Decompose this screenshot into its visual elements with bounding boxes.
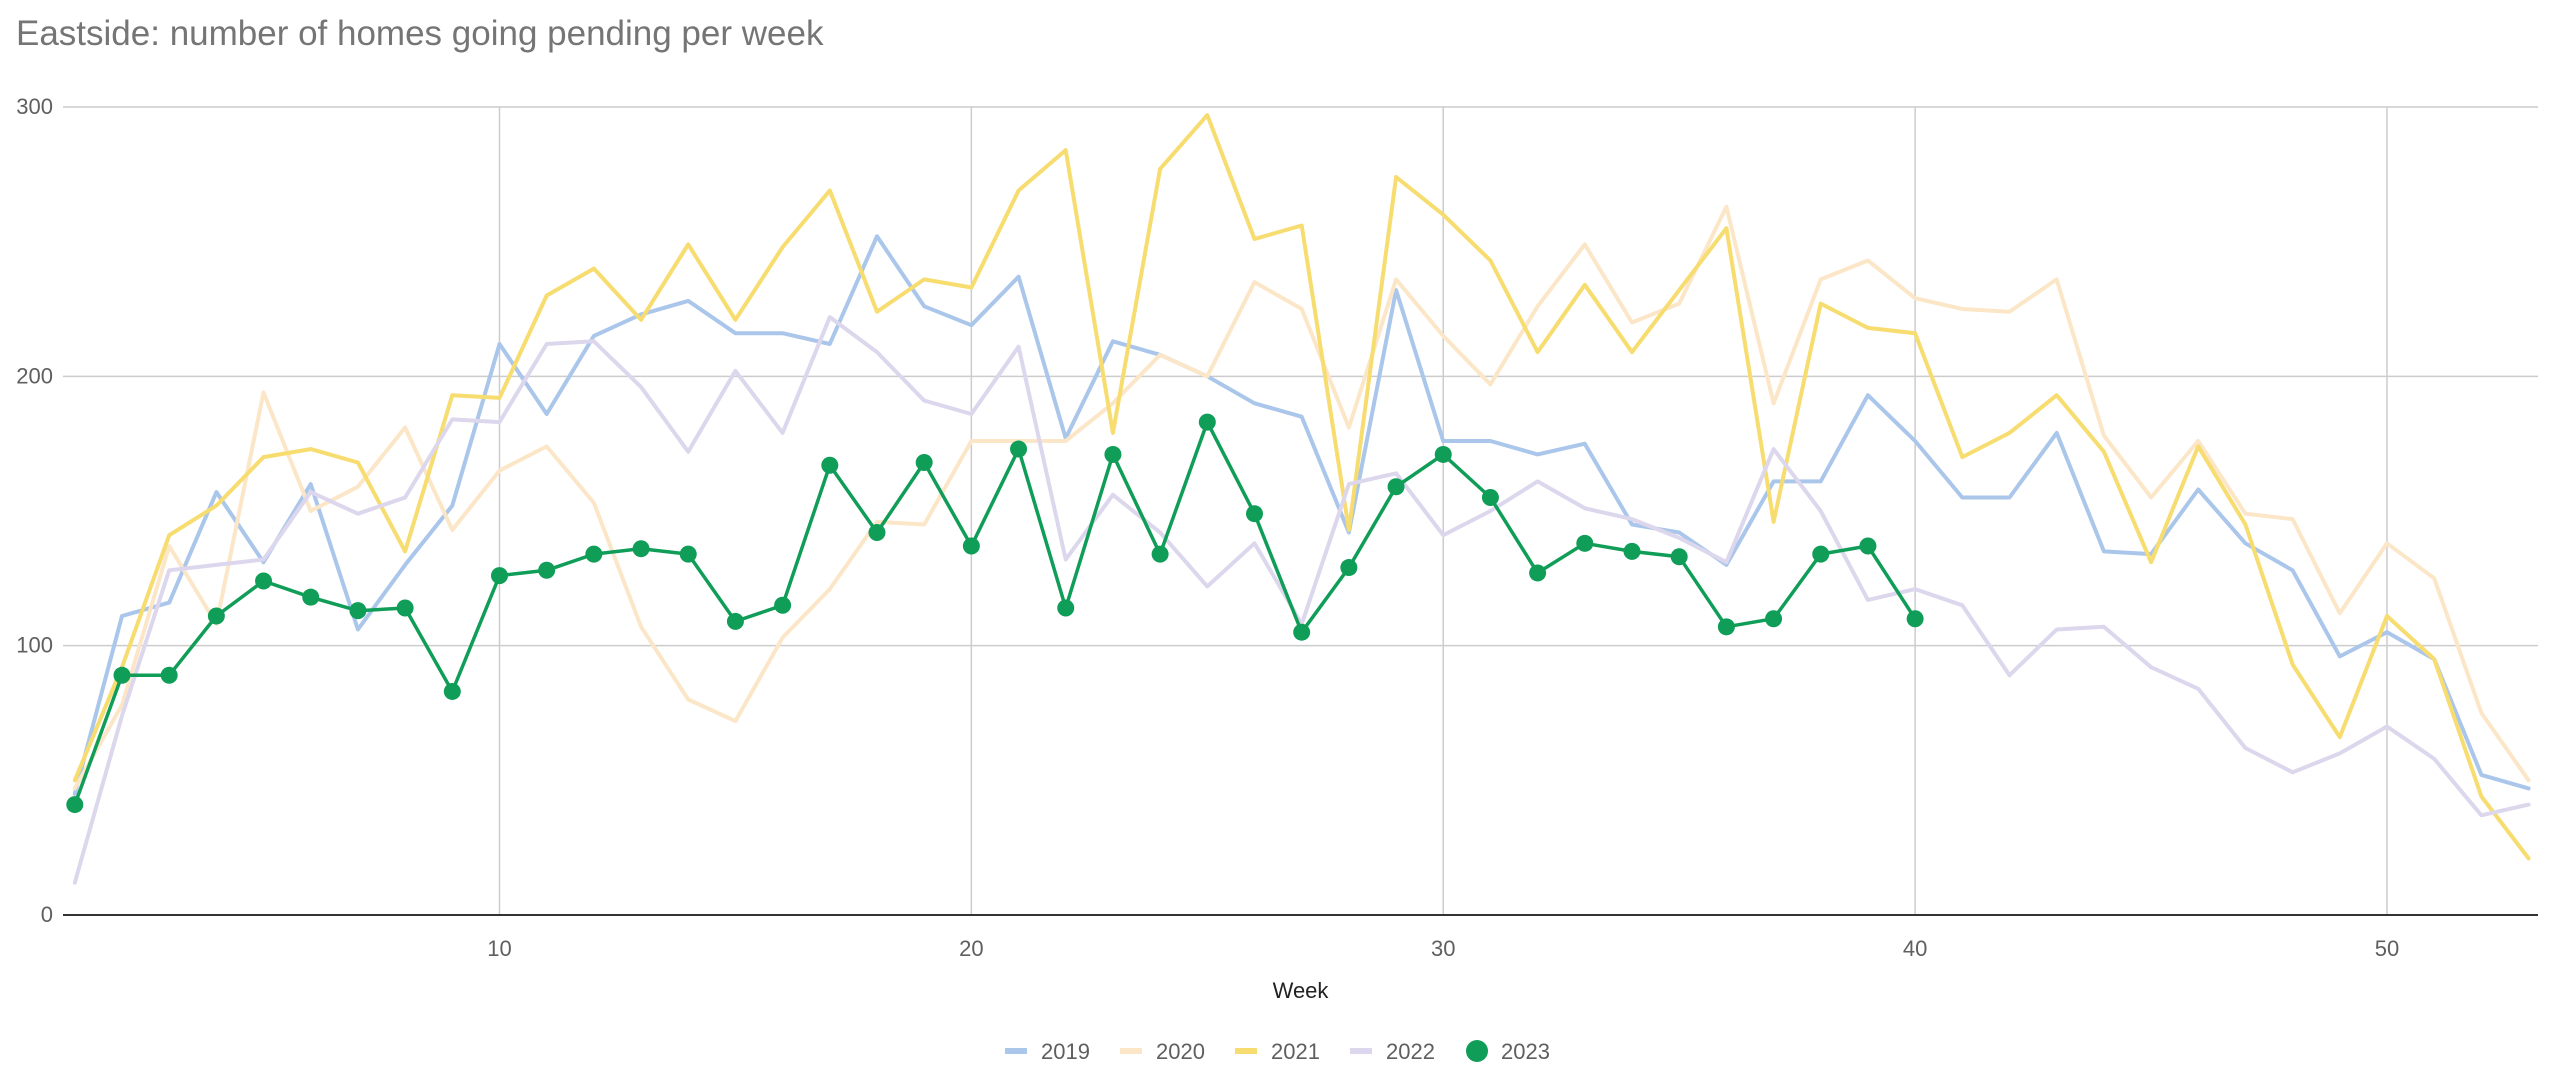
- point-2023-week-1: [66, 796, 84, 814]
- chart-title: Eastside: number of homes going pending …: [16, 14, 824, 53]
- legend-item-2020: 2020: [1120, 1039, 1205, 1064]
- x-tick-label-30: 30: [1431, 936, 1455, 961]
- point-2023-week-24: [1151, 545, 1169, 563]
- point-2023-week-5: [255, 572, 273, 590]
- point-2023-week-36: [1717, 618, 1735, 636]
- legend: 2019 2020 2021 2022 2023: [1005, 1039, 1550, 1064]
- legend-label-2019: 2019: [1041, 1039, 1090, 1064]
- point-2023-week-25: [1198, 413, 1216, 431]
- point-2023-week-10: [490, 567, 508, 585]
- point-2023-week-30: [1434, 445, 1452, 463]
- legend-label-2021: 2021: [1271, 1039, 1320, 1064]
- series-2020: [72, 204, 2531, 791]
- legend-label-2020: 2020: [1156, 1039, 1205, 1064]
- y-tick-label-0: 0: [41, 902, 53, 927]
- point-2023-week-21: [1010, 440, 1028, 458]
- legend-item-2019: 2019: [1005, 1039, 1090, 1064]
- point-2023-week-19: [915, 454, 933, 472]
- x-tick-label-50: 50: [2375, 936, 2399, 961]
- point-2023-week-33: [1576, 534, 1594, 552]
- point-2023-week-3: [160, 666, 178, 684]
- point-2023-week-20: [962, 537, 980, 555]
- point-2023-week-37: [1765, 610, 1783, 628]
- point-2023-week-6: [302, 588, 320, 606]
- point-2023-week-31: [1481, 489, 1499, 507]
- point-2023-week-8: [396, 599, 414, 617]
- point-2023-week-18: [868, 524, 886, 542]
- series-line-2023: [73, 420, 1917, 807]
- legend-label-2022: 2022: [1386, 1039, 1435, 1064]
- point-2023-week-2: [113, 666, 131, 684]
- y-tick-label-100: 100: [16, 633, 53, 658]
- series-2023: [66, 413, 1924, 814]
- series-2022: [72, 315, 2531, 885]
- point-2023-week-26: [1245, 505, 1263, 523]
- series-line-2020: [72, 204, 2531, 791]
- point-2023-week-28: [1340, 559, 1358, 577]
- point-2023-week-22: [1057, 599, 1075, 617]
- legend-label-2023: 2023: [1501, 1039, 1550, 1064]
- point-2023-week-38: [1812, 545, 1830, 563]
- point-2023-week-29: [1387, 478, 1405, 496]
- point-2023-week-34: [1623, 542, 1641, 560]
- point-2023-week-7: [349, 602, 367, 620]
- point-2023-week-9: [443, 682, 461, 700]
- point-2023-week-13: [632, 540, 650, 558]
- x-axis-title: Week: [1273, 978, 1330, 1003]
- point-2023-week-40: [1906, 610, 1924, 628]
- point-2023-week-15: [726, 612, 744, 630]
- legend-item-2022: 2022: [1350, 1039, 1435, 1064]
- point-2023-week-27: [1293, 623, 1311, 641]
- x-tick-label-20: 20: [959, 936, 983, 961]
- series-line-2021: [72, 113, 2531, 861]
- series-line-2022: [72, 315, 2531, 885]
- point-2023-week-23: [1104, 445, 1122, 463]
- point-2023-week-17: [821, 456, 839, 474]
- point-2023-week-35: [1670, 548, 1688, 566]
- legend-item-2023: 2023: [1466, 1039, 1550, 1064]
- point-2023-week-39: [1859, 537, 1877, 555]
- point-2023-week-14: [679, 545, 697, 563]
- series-2019: [72, 234, 2531, 796]
- legend-marker-2023: [1466, 1040, 1488, 1062]
- point-2023-week-11: [538, 561, 556, 579]
- point-2023-week-32: [1529, 564, 1547, 582]
- point-2023-week-16: [774, 596, 792, 614]
- series-2021: [72, 113, 2531, 861]
- point-2023-week-4: [207, 607, 225, 625]
- legend-item-2021: 2021: [1235, 1039, 1320, 1064]
- y-tick-label-300: 300: [16, 94, 53, 119]
- x-tick-label-10: 10: [487, 936, 511, 961]
- y-tick-label-200: 200: [16, 363, 53, 388]
- point-2023-week-12: [585, 545, 603, 563]
- x-tick-label-40: 40: [1903, 936, 1927, 961]
- series-line-2019: [72, 234, 2531, 796]
